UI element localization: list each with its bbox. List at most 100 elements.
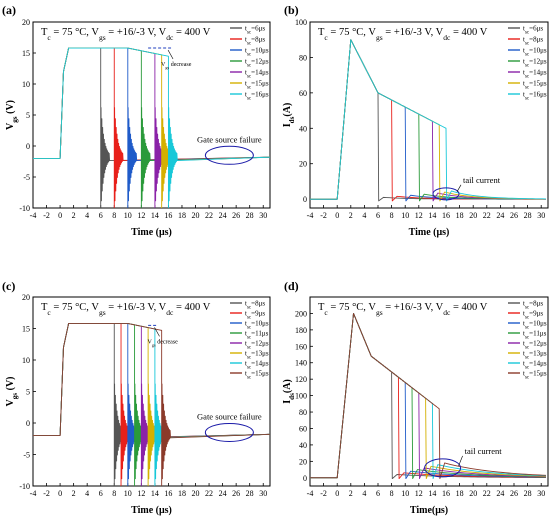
x-tick-label: 6 [376,489,380,498]
x-tick-label: 22 [483,211,491,220]
x-tick-label: -2 [43,211,50,220]
x-tick-label: 22 [205,489,213,498]
legend-label: tsc=8μs [523,300,543,311]
x-tick-label: 0 [335,211,339,220]
series-line [310,39,546,202]
x-tick-label: 8 [112,211,116,220]
x-tick-label: 0 [58,211,62,220]
x-tick-label: 10 [401,211,409,220]
y-tick-label: 60 [299,424,307,433]
failure-ellipse [204,145,254,165]
y-tick-label: 40 [299,124,307,133]
legend-label: tsc=8μs [523,36,543,47]
x-tick-label: 8 [112,489,116,498]
x-tick-label: 0 [335,489,339,498]
x-axis-title: Time (μs) [131,505,172,516]
y-tick-label: 100 [295,392,307,401]
x-tick-label: 8 [390,489,394,498]
series-line [33,323,270,486]
legend-label: tsc=16μs [523,91,547,102]
y-tick-label: 0 [303,474,307,483]
y-tick-label: 15 [22,49,30,58]
y-axis-title: Vgs (V) [5,376,19,406]
x-tick-label: 18 [178,489,186,498]
x-tick-label: 12 [415,211,423,220]
legend-label: tsc=8μs [245,300,265,311]
y-tick-label: 20 [299,457,307,466]
x-tick-label: 26 [232,489,240,498]
x-tick-label: 20 [469,211,477,220]
series-line [310,39,546,202]
x-tick-label: 18 [456,211,464,220]
x-tick-label: 14 [428,211,436,220]
y-tick-label: -10 [19,482,30,491]
x-tick-label: 22 [205,211,213,220]
x-tick-label: -2 [320,489,327,498]
legend-label: tsc=8μs [245,36,265,47]
x-tick-label: 10 [124,211,132,220]
legend-label: tsc=12μs [523,340,547,351]
y-tick-label: 5 [26,388,30,397]
legend-label: tsc=15μs [245,80,269,91]
x-tick-label: 18 [178,211,186,220]
annotation-arrow [458,455,463,467]
x-axis-title: Time (μs) [131,227,172,238]
chart-title: Tc = 75 °C, Vgs = +16/-3 V, Vdc = 400 V [318,27,488,42]
legend-label: tsc=10μs [245,320,269,331]
legend-label: tsc=9μs [523,310,543,321]
y-tick-label: 140 [295,359,307,368]
y-tick-label: 20 [22,293,30,302]
annotation-gate-source-failure: Gate source failure [197,134,262,144]
panel-4: (d)-4 -2 0 2 4 6 8 10 12 14 16 18 20 22 24 26 28 30020406… [282,279,549,516]
y-tick-label: -5 [23,451,30,460]
legend-label: tsc=14μs [245,69,269,80]
legend-label: tsc=14μs [245,360,269,371]
x-tick-label: 6 [99,211,103,220]
panel-2: (b)-4 -2 0 2 4 6 8 10 12 14 16 18 20 22 24 26 28 30020406… [282,3,549,238]
series-line [33,323,270,486]
x-axis-title: Time(μs) [410,505,448,516]
x-tick-label: 16 [442,211,450,220]
panel-letter: (b) [284,3,299,17]
x-tick-label: 28 [246,489,254,498]
annotation-vgs-decrease: Vgs decrease [161,62,192,70]
plot-frame [309,296,549,487]
x-tick-label: 8 [390,211,394,220]
x-tick-label: 2 [349,211,353,220]
legend-label: tsc=11μs [523,330,547,341]
y-tick-label: 10 [22,80,30,89]
y-tick-label: -10 [19,204,30,213]
x-tick-label: 10 [124,489,132,498]
x-tick-label: 30 [537,489,545,498]
x-tick-label: 0 [58,489,62,498]
x-tick-label: 2 [349,489,353,498]
x-tick-label: 4 [362,211,366,220]
y-tick-label: 60 [299,89,307,98]
x-tick-label: 30 [259,211,267,220]
x-tick-label: 26 [510,211,518,220]
x-tick-label: 4 [85,211,89,220]
y-tick-label: 100 [295,18,307,27]
panel-3: (c)-4 -2 0 2 4 6 8 10 12 14 16 18 20 22 24 26 28 30-10-50… [2,279,271,516]
y-axis-title: Vgs (V) [5,100,19,130]
x-tick-label: 26 [232,211,240,220]
y-tick-label: 5 [26,111,30,120]
y-tick-label: -5 [23,173,30,182]
legend-label: tsc=10μs [245,47,269,58]
x-tick-label: 26 [510,489,518,498]
panel-letter: (d) [284,279,299,293]
traces [33,323,270,486]
tail-ellipse [432,187,460,201]
series-line [33,323,270,486]
y-axis-title: Ids(A) [282,379,296,404]
legend-label: tsc=15μs [523,370,547,381]
x-tick-label: -4 [30,489,37,498]
legend-label: tsc=6μs [245,25,265,36]
x-tick-label: 30 [259,489,267,498]
annotation-arrow [154,327,160,337]
x-tick-label: 4 [85,489,89,498]
legend-label: tsc=16μs [245,91,269,102]
x-tick-label: 20 [469,489,477,498]
annotation-tail-current: tail current [465,446,503,456]
